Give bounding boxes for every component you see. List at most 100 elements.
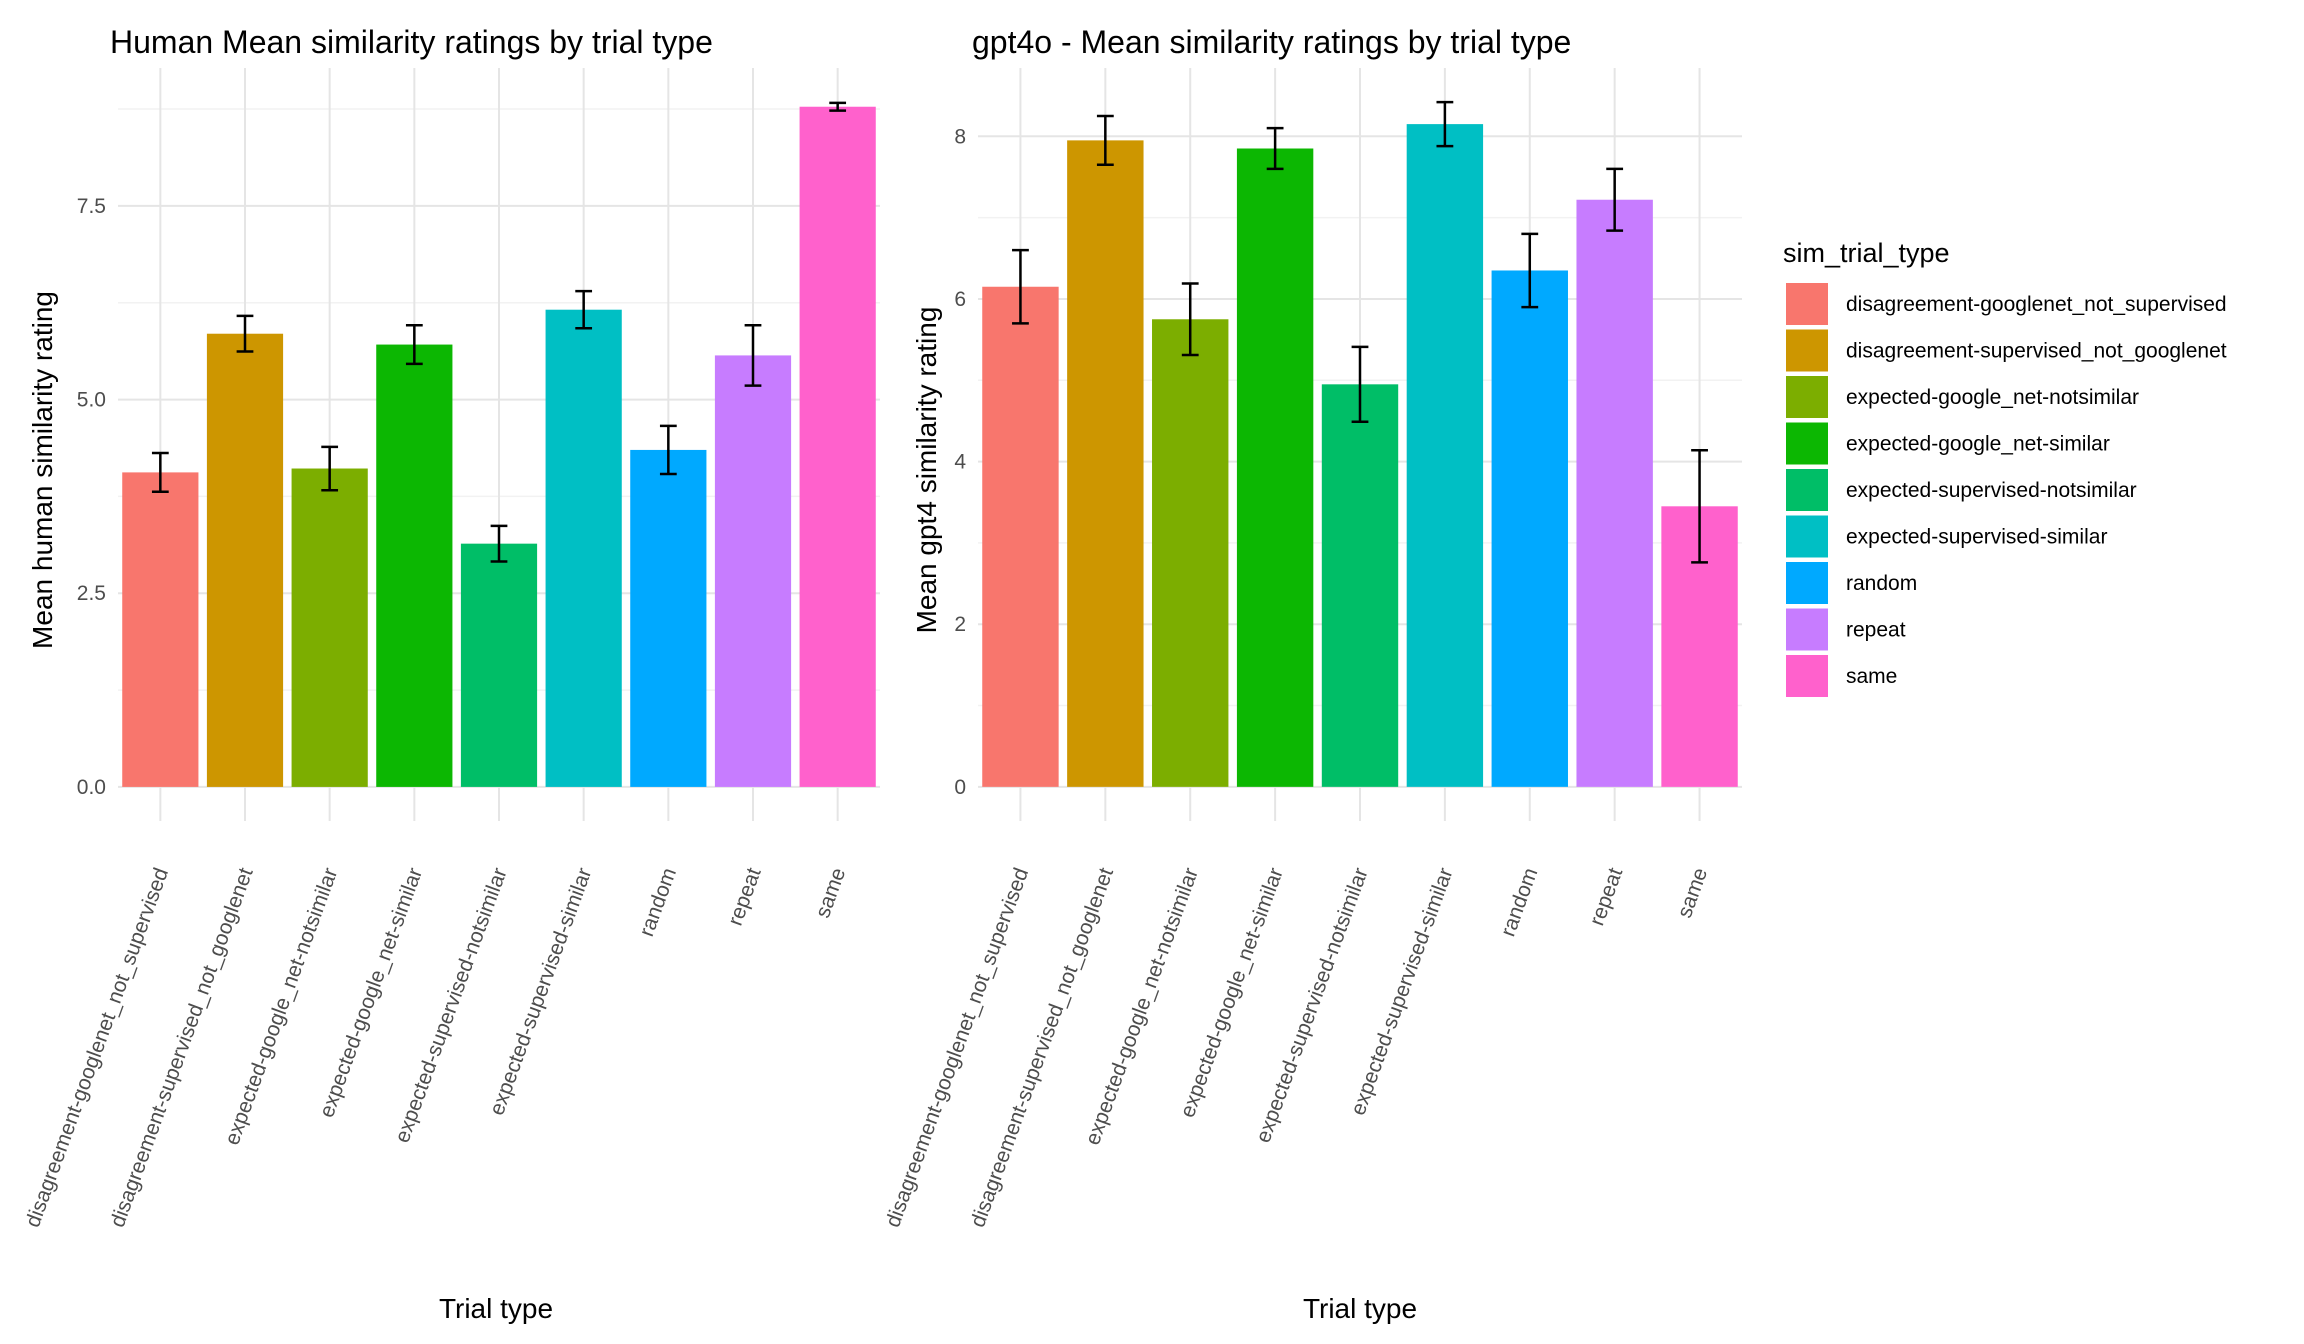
gpt4o-chart-title: gpt4o - Mean similarity ratings by trial… [972,24,1571,60]
bar-expected-supervised-similar [545,309,622,787]
bar-disagreement-googlenet-not-supervised [982,286,1059,787]
legend-title: sim_trial_type [1783,238,1950,268]
bar-disagreement-supervised-not-googlenet [1067,140,1144,787]
y-tick-label: 0.0 [77,776,106,799]
y-tick-label: 0 [954,776,966,799]
legend-item-random: random [1786,562,1917,604]
error-bar-expected-google-net-similar [1266,126,1284,171]
gpt4o-y-tick-labels: 0 2 4 6 8 [954,125,966,799]
x-tick-label: disagreement-supervised_not_googlenet [966,865,1118,1231]
legend-item-disagreement-googlenet-not-supervised: disagreement-googlenet_not_supervised [1786,283,2227,325]
legend-label: random [1846,572,1917,595]
bar-expected-google-net-notsimilar [291,468,368,787]
error-bar-same [829,101,847,112]
error-bar-same [1691,448,1708,564]
legend-label: expected-supervised-similar [1846,526,2107,549]
error-bar-disagreement-googlenet-not-supervised [151,451,169,494]
x-tick-label: random [1497,865,1543,940]
human-y-axis-title: Mean human similarity rating [27,291,58,649]
error-bar-expected-supervised-similar [1436,100,1454,148]
bar-random [630,449,707,787]
legend-label: expected-google_net-similar [1846,433,2110,456]
legend-swatch [1786,329,1828,372]
y-tick-label: 5.0 [77,389,106,412]
bar-same [799,106,876,787]
x-tick-label: disagreement-supervised_not_googlenet [106,865,258,1231]
legend-item-expected-google-net-notsimilar: expected-google_net-notsimilar [1786,376,2139,418]
error-bar-repeat [744,323,762,387]
x-tick-label: same [811,865,850,921]
legend-swatch [1786,376,1828,418]
y-tick-label: 7.5 [77,195,106,218]
legend-swatch [1786,283,1828,325]
legend-swatch [1786,469,1828,511]
error-bar-expected-supervised-notsimilar [490,524,508,563]
x-tick-label: expected-supervised-similar [1347,865,1458,1119]
bar-expected-supervised-similar [1406,124,1484,787]
error-bar-random [1521,232,1539,309]
human-y-tick-labels: 0.0 2.5 5.0 7.5 [77,195,106,799]
legend-item-repeat: repeat [1786,608,1906,651]
legend-swatch [1786,608,1828,651]
legend-label: disagreement-supervised_not_googlenet [1846,340,2227,363]
human-bars [122,106,876,787]
legend-item-same: same [1786,655,1897,697]
legend-swatch [1786,655,1828,697]
gpt4o-x-tick-labels: disagreement-googlenet_not_superviseddis… [881,865,1712,1231]
gpt4o-chart-panel: gpt4o - Mean similarity ratings by trial… [881,24,1742,1324]
error-bar-expected-google-net-notsimilar [1181,282,1199,357]
legend-items: disagreement-googlenet_not_superviseddis… [1786,283,2227,697]
error-bar-disagreement-supervised-not-googlenet [236,314,254,353]
bar-expected-supervised-notsimilar [460,543,538,787]
bar-disagreement-googlenet-not-supervised [122,472,199,787]
x-tick-label: disagreement-googlenet_not_supervised [881,865,1033,1231]
bar-repeat [714,355,792,787]
bar-repeat [1576,199,1653,787]
error-bar-expected-google-net-notsimilar [321,445,339,492]
error-bar-expected-supervised-similar [575,289,593,330]
y-tick-label: 8 [954,125,966,148]
x-tick-label: repeat [1585,865,1627,929]
y-tick-label: 4 [954,451,966,474]
legend-swatch [1786,515,1828,558]
error-bar-disagreement-supervised-not-googlenet [1096,114,1114,167]
y-tick-label: 2 [954,613,966,636]
error-bar-expected-supervised-notsimilar [1351,345,1369,423]
human-x-axis-title: Trial type [439,1293,553,1324]
error-bar-random [659,424,677,476]
x-tick-label: random [635,865,681,940]
legend-label: repeat [1846,619,1906,642]
legend-item-expected-supervised-notsimilar: expected-supervised-notsimilar [1786,469,2137,511]
y-tick-label: 6 [954,288,966,311]
legend-swatch [1786,562,1828,604]
x-tick-label: expected-supervised-similar [485,865,596,1119]
bar-expected-supervised-notsimilar [1321,384,1399,787]
legend: sim_trial_type disagreement-googlenet_no… [1783,238,2227,697]
human-error-bars [151,101,847,563]
human-x-tick-labels: disagreement-googlenet_not_superviseddis… [21,865,850,1231]
bar-expected-google-net-similar [1236,148,1314,787]
x-tick-label: repeat [724,865,766,929]
gpt4o-y-axis-title: Mean gpt4 similarity rating [911,307,942,634]
error-bar-expected-google-net-similar [405,323,423,366]
legend-label: expected-supervised-notsimilar [1846,479,2137,502]
legend-label: expected-google_net-notsimilar [1846,386,2139,409]
bar-expected-google-net-notsimilar [1152,319,1229,787]
error-bar-disagreement-googlenet-not-supervised [1012,248,1029,325]
gpt4o-x-axis-title: Trial type [1303,1293,1417,1324]
legend-swatch [1786,422,1828,465]
human-chart-title: Human Mean similarity ratings by trial t… [110,24,713,60]
error-bar-repeat [1606,167,1624,232]
bar-disagreement-supervised-not-googlenet [206,333,284,787]
x-tick-label: disagreement-googlenet_not_supervised [21,865,173,1231]
legend-item-disagreement-supervised-not-googlenet: disagreement-supervised_not_googlenet [1786,329,2227,372]
legend-label: disagreement-googlenet_not_supervised [1846,293,2227,316]
y-tick-label: 2.5 [77,582,106,605]
legend-label: same [1846,665,1897,688]
legend-item-expected-supervised-similar: expected-supervised-similar [1786,515,2107,558]
bar-random [1491,270,1568,787]
human-chart-panel: Human Mean similarity ratings by trial t… [21,24,880,1324]
gpt4o-error-bars [1012,100,1708,564]
legend-item-expected-google-net-similar: expected-google_net-similar [1786,422,2110,465]
